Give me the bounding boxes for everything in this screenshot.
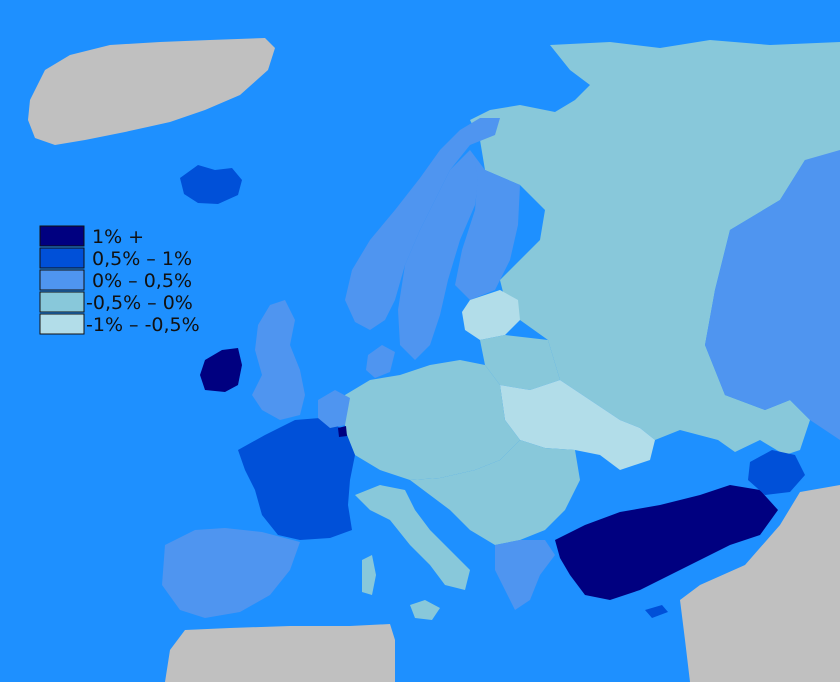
region-russia: [470, 40, 840, 455]
region-north-africa: [165, 624, 395, 682]
region-finland: [455, 150, 520, 300]
region-sicily: [410, 600, 440, 620]
region-france: [238, 418, 355, 540]
legend-item-5: -1% – -0,5%: [39, 313, 200, 336]
region-norway: [345, 118, 500, 330]
legend-item-4: -0,5% – 0%: [39, 291, 193, 314]
region-balkans: [410, 440, 580, 545]
legend-label: 0% – 0,5%: [92, 270, 192, 292]
legend-swatch: [39, 247, 85, 269]
region-east-asia-border: [705, 150, 840, 440]
region-baltics: [462, 290, 520, 340]
region-sardinia: [362, 555, 376, 595]
region-central-europe: [345, 360, 520, 480]
region-cyprus: [645, 605, 668, 618]
region-greece: [495, 540, 555, 610]
legend-label: -1% – -0,5%: [86, 314, 200, 336]
legend-item-2: 0,5% – 1%: [39, 247, 192, 270]
region-denmark: [366, 345, 395, 378]
legend-swatch: [39, 291, 85, 313]
legend-item-3: 0% – 0,5%: [39, 269, 192, 292]
region-italy: [355, 485, 470, 590]
region-uk: [252, 300, 305, 420]
region-belarus: [480, 335, 560, 390]
legend-label: -0,5% – 0%: [86, 292, 193, 314]
legend: 1% + 0,5% – 1% 0% – 0,5% -0,5% – 0% -1% …: [39, 225, 200, 336]
region-sweden: [398, 150, 480, 360]
region-ireland: [200, 348, 242, 392]
legend-swatch: [39, 225, 85, 247]
region-middle-east: [680, 485, 840, 682]
legend-item-1: 1% +: [39, 225, 144, 248]
region-ukraine: [500, 380, 655, 470]
region-turkey: [555, 485, 778, 600]
region-caucasus: [748, 450, 805, 495]
legend-label: 0,5% – 1%: [92, 248, 192, 270]
region-luxembourg: [338, 426, 347, 437]
region-iceland: [180, 165, 242, 204]
region-iberia: [162, 528, 300, 618]
legend-label: 1% +: [92, 226, 144, 248]
legend-swatch: [39, 269, 85, 291]
region-greenland: [28, 38, 275, 145]
region-benelux: [318, 390, 350, 428]
legend-swatch: [39, 313, 85, 335]
